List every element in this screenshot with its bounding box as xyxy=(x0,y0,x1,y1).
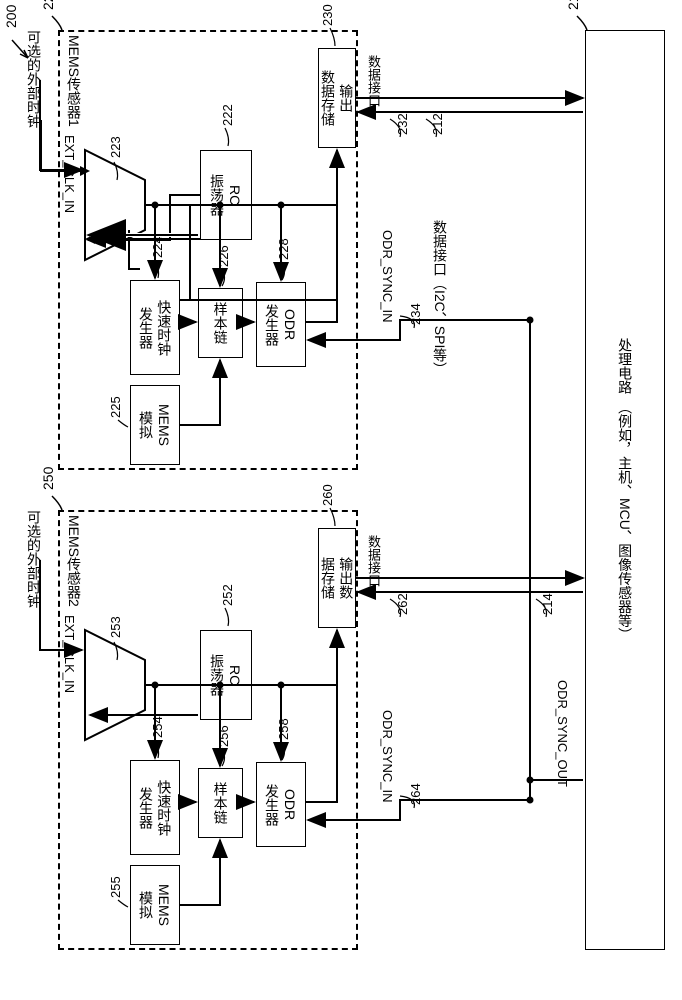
dot-1 xyxy=(527,317,534,324)
dot-5 xyxy=(217,202,224,209)
wiring xyxy=(0,0,682,1000)
dot-8 xyxy=(217,682,224,689)
dot-4 xyxy=(152,202,159,209)
diagram-canvas: 200 可选的外部时钟 可选的外部时钟 MEMS传感器1 220 EXT_CLK… xyxy=(0,0,682,1000)
dot-9 xyxy=(278,682,285,689)
dot-6 xyxy=(278,202,285,209)
dot-3 xyxy=(527,797,534,804)
dot-7 xyxy=(152,682,159,689)
dot-2 xyxy=(527,777,534,784)
